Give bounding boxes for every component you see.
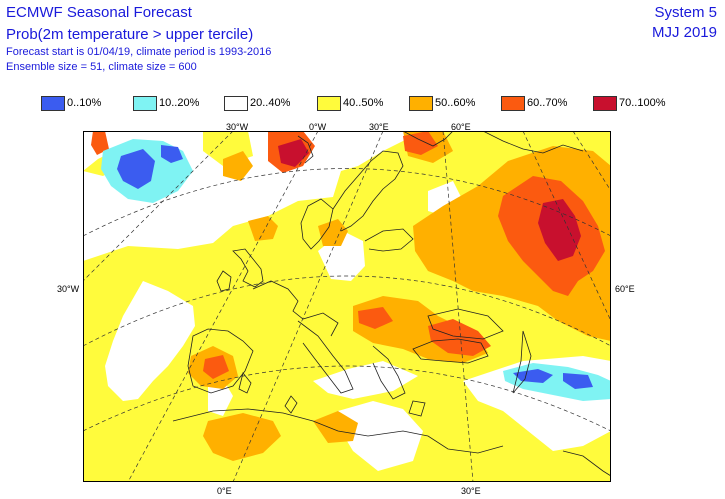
legend-item: 20..40%: [224, 95, 290, 111]
legend-swatch: [409, 95, 433, 111]
axis-label-right: 60°E: [615, 284, 635, 294]
legend-swatch: [224, 95, 248, 111]
legend-label: 40..50%: [343, 97, 384, 109]
legend-swatch: [133, 95, 157, 111]
legend-item: 70..100%: [593, 95, 665, 111]
system-label: System 5: [654, 4, 717, 21]
axis-label-top: 0°W: [309, 122, 327, 132]
graticule: [83, 131, 611, 482]
axis-label-left: 30°W: [57, 284, 80, 294]
legend-item: 10..20%: [133, 95, 199, 111]
legend-swatch: [41, 95, 65, 111]
probability-zone-20-40: [105, 181, 611, 471]
legend-item: 0..10%: [41, 95, 101, 111]
axis-label-bottom: 0°E: [217, 486, 232, 496]
map-subtitle: Prob(2m temperature > upper tercile): [6, 26, 254, 43]
ensemble-info: Ensemble size = 51, climate size = 600: [6, 61, 197, 73]
probability-map: [83, 131, 611, 482]
forecast-info: Forecast start is 01/04/19, climate peri…: [6, 46, 272, 58]
legend-item: 50..60%: [409, 95, 475, 111]
probability-zone-70-100: [278, 139, 581, 261]
legend-item: 60..70%: [501, 95, 567, 111]
legend: 0..10% 10..20% 20..40% 40..50% 50..60% 6…: [0, 95, 725, 111]
axis-label-top: 30°E: [369, 122, 389, 132]
legend-label: 70..100%: [619, 97, 666, 109]
axis-label-top: 60°E: [451, 122, 471, 132]
probability-zone-0-10: [117, 145, 593, 389]
legend-label: 0..10%: [67, 97, 102, 109]
axis-label-bottom: 30°E: [461, 486, 481, 496]
axis-label-top: 30°W: [226, 122, 249, 132]
map-title: ECMWF Seasonal Forecast: [6, 4, 192, 21]
legend-label: 50..60%: [435, 97, 476, 109]
map-frame: [83, 131, 611, 482]
legend-swatch: [317, 95, 341, 111]
legend-label: 10..20%: [159, 97, 200, 109]
legend-label: 20..40%: [250, 97, 291, 109]
season-label: MJJ 2019: [651, 24, 717, 41]
legend-swatch: [593, 95, 617, 111]
legend-label: 60..70%: [527, 97, 568, 109]
coastlines: [172, 131, 611, 477]
legend-swatch: [501, 95, 525, 111]
legend-item: 40..50%: [317, 95, 383, 111]
